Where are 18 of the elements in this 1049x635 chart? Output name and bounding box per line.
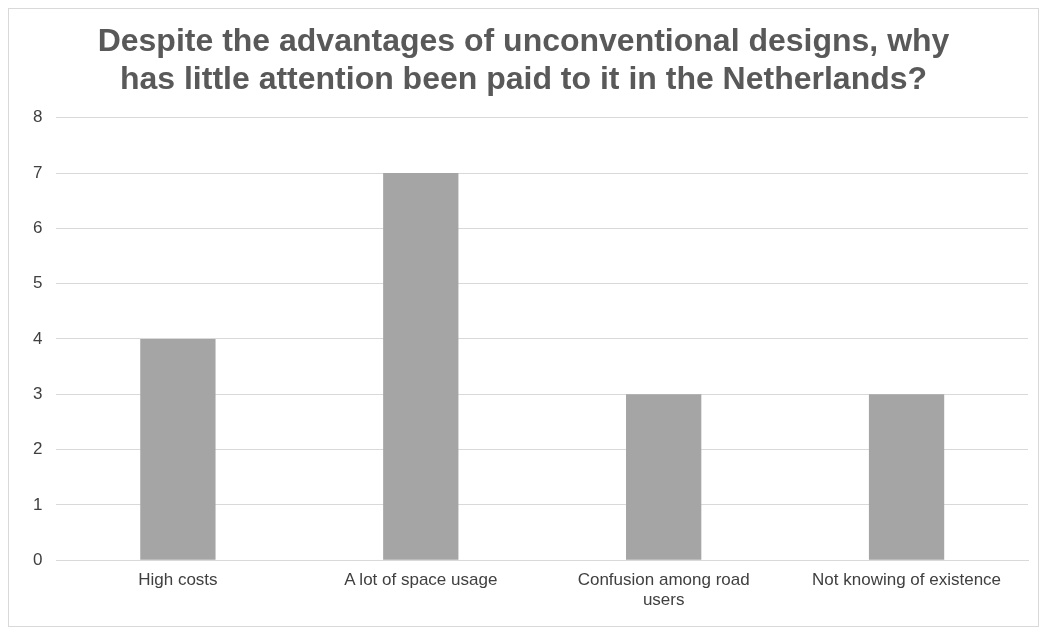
bar <box>140 339 216 560</box>
y-tick-label: 0 <box>32 549 43 569</box>
x-tick-label: Not knowing of existence <box>812 570 1002 590</box>
x-tick-label: Confusion among road users <box>577 570 750 610</box>
x-tick-label: A lot of space usage <box>344 570 498 590</box>
y-tick-label: 3 <box>32 383 43 403</box>
y-tick-label: 4 <box>32 328 43 348</box>
y-tick-label: 6 <box>32 218 43 238</box>
y-tick-label: 8 <box>32 107 43 127</box>
y-tick-label: 2 <box>32 439 43 459</box>
chart-title: Despite the advantages of unconventional designs, why has little attention been paid to it in the Netherlands? <box>97 22 950 97</box>
y-tick-label: 1 <box>32 494 43 514</box>
x-tick-label: High costs <box>138 570 218 590</box>
y-tick-label: 5 <box>32 273 43 293</box>
bar <box>383 173 459 560</box>
bar <box>868 394 945 560</box>
y-tick-label: 7 <box>32 162 43 182</box>
bar <box>626 394 702 560</box>
